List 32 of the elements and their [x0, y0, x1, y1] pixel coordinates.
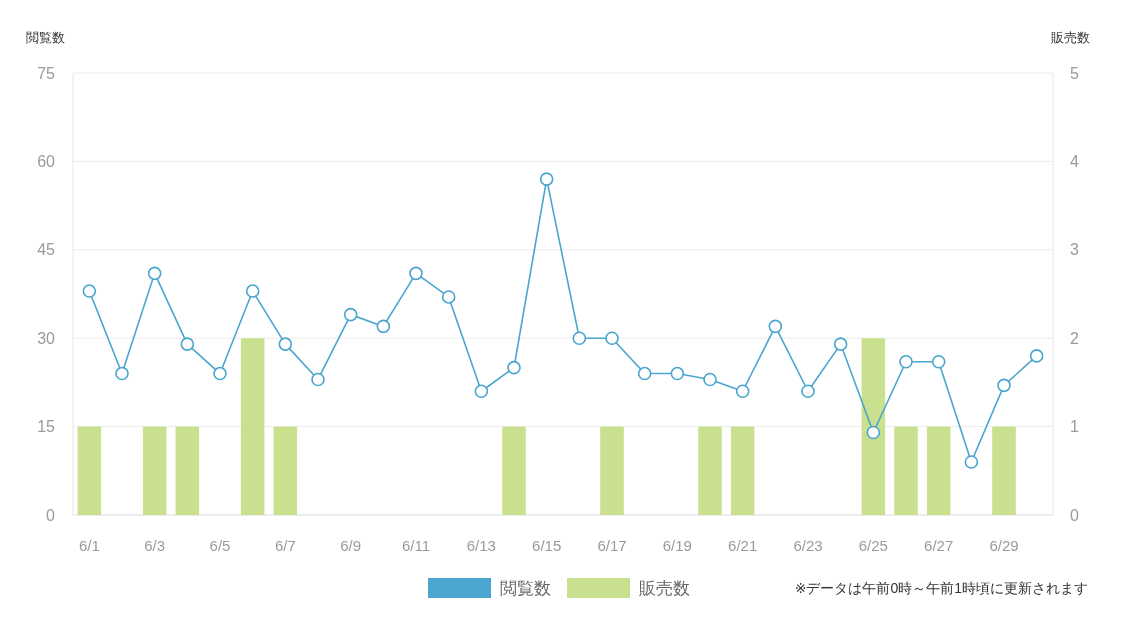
y2-tick-label: 2 [1070, 329, 1079, 347]
x-tick-label: 6/13 [466, 536, 496, 554]
x-tick-label: 6/25 [858, 536, 888, 554]
x-tick-label: 6/15 [532, 536, 562, 554]
y-tick-label: 75 [37, 64, 56, 82]
y2-tick-label: 4 [1070, 152, 1079, 170]
legend-label: 販売数 [639, 578, 690, 598]
annotations: ※データは午前0時～午前1時頃に更新されます [794, 580, 1088, 596]
y2-tick-label: 1 [1070, 418, 1079, 436]
y2-tick-label: 0 [1070, 506, 1079, 524]
x-tick-label: 6/29 [989, 536, 1019, 554]
x-tick-label: 6/9 [340, 536, 362, 554]
y-tick-label: 60 [37, 152, 56, 170]
x-tick-label: 6/3 [144, 536, 166, 554]
y-tick-label: 0 [46, 506, 56, 524]
y-tick-label: 15 [37, 418, 56, 436]
x-tick-label: 6/7 [274, 536, 296, 554]
y2-tick-label: 5 [1070, 64, 1079, 82]
x-tick-label: 6/11 [401, 536, 431, 554]
legend-label: 閲覧数 [500, 578, 551, 598]
x-tick-label: 6/1 [78, 536, 100, 554]
x-tick-label: 6/5 [209, 536, 231, 554]
x-tick-label: 6/27 [924, 536, 954, 554]
y-tick-label: 45 [37, 241, 56, 259]
x-tick-label: 6/19 [662, 536, 692, 554]
y2label: 販売数 [1051, 29, 1090, 45]
x-tick-label: 6/17 [597, 536, 627, 554]
x-tick-label: 6/23 [793, 536, 823, 554]
y2-tick-label: 3 [1070, 241, 1079, 259]
y-tick-label: 30 [37, 329, 56, 347]
x-tick-label: 6/21 [728, 536, 758, 554]
ylabel: 閲覧数 [26, 29, 65, 45]
